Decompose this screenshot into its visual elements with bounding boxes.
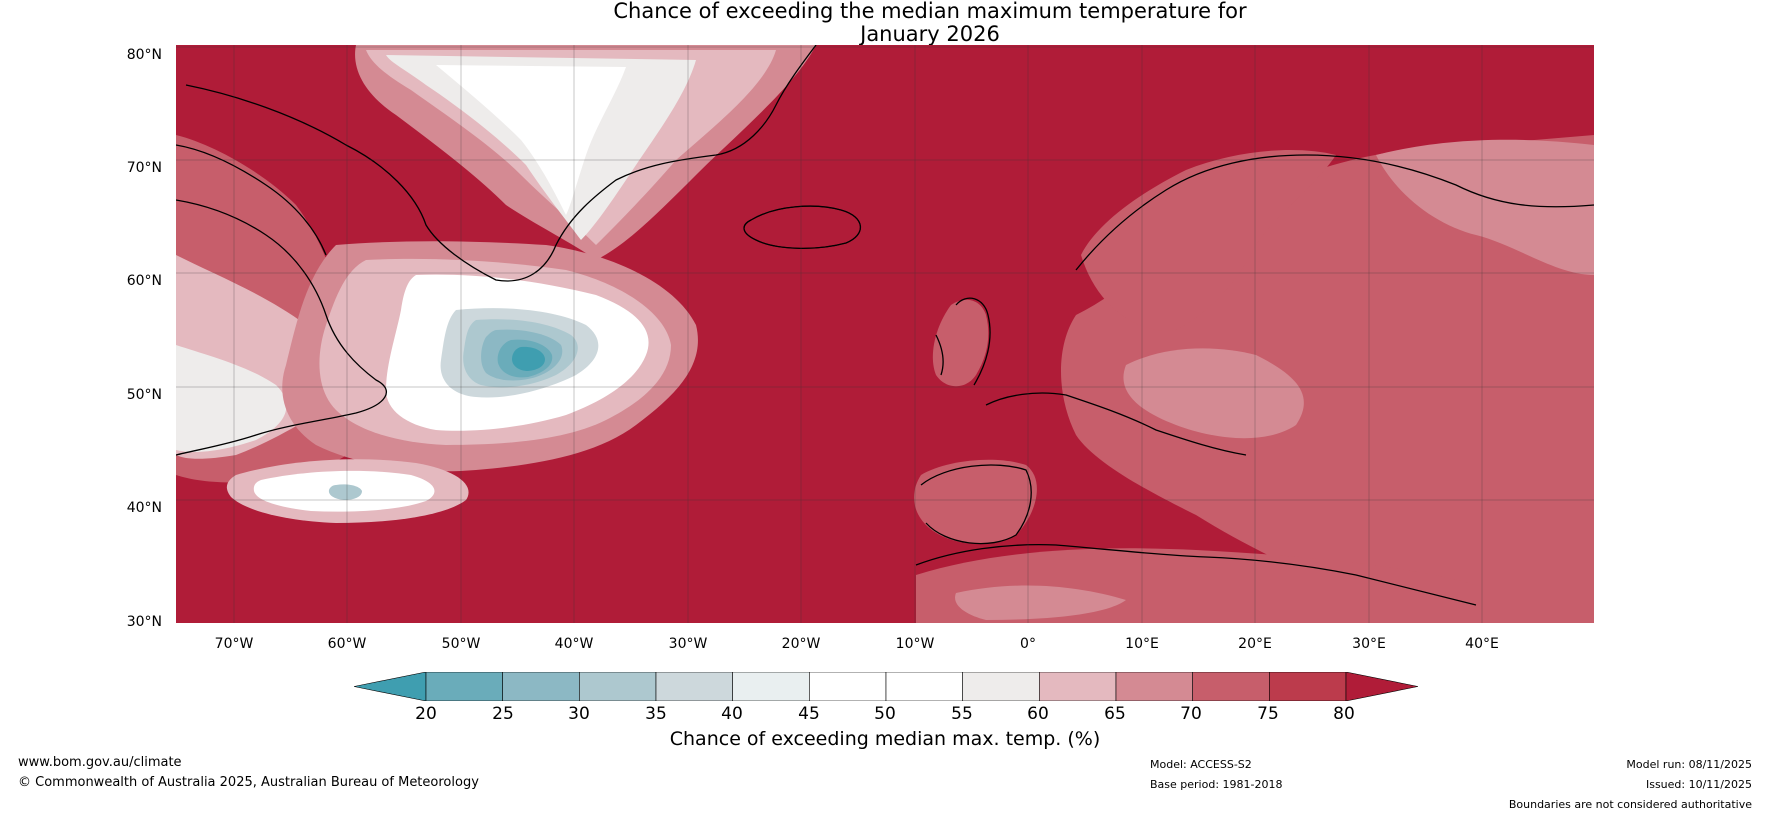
africa-light xyxy=(955,585,1126,620)
colorbar-segment xyxy=(732,672,810,701)
colorbar-tick-30: 30 xyxy=(568,704,590,724)
footer-model-run: Model run: 08/11/2025 xyxy=(1626,758,1752,771)
lon-label-70w: 70°W xyxy=(214,636,254,652)
north-america-white xyxy=(176,345,287,452)
lon-label-10e: 10°E xyxy=(1125,636,1159,652)
forecast-map xyxy=(176,45,1594,623)
greenland-coast xyxy=(185,45,817,282)
lon-label-20w: 20°W xyxy=(781,636,821,652)
colorbar-segment xyxy=(885,672,963,701)
colorbar-segment xyxy=(579,672,657,701)
footer-issued: Issued: 10/11/2025 xyxy=(1645,778,1752,791)
lon-label-20e: 20°E xyxy=(1238,636,1272,652)
colorbar-tick-80: 80 xyxy=(1333,704,1355,724)
lat-label-60n: 60°N xyxy=(126,273,162,289)
colorbar-label: Chance of exceeding median max. temp. (%… xyxy=(669,728,1101,750)
colorbar-tick-40: 40 xyxy=(721,704,743,724)
colorbar-segment xyxy=(655,672,733,701)
lon-label-10w: 10°W xyxy=(895,636,935,652)
lon-label-60w: 60°W xyxy=(327,636,367,652)
lon-label-30w: 30°W xyxy=(668,636,708,652)
colorbar-tick-75: 75 xyxy=(1257,704,1279,724)
greenland-core xyxy=(436,65,626,215)
colorbar-segment xyxy=(1039,672,1117,701)
colorbar-segment xyxy=(425,672,503,701)
colorbar-arrow-high xyxy=(1345,672,1418,701)
colorbar-tick-65: 65 xyxy=(1104,704,1126,724)
colorbar-tick-25: 25 xyxy=(492,704,514,724)
colorbar-tick-55: 55 xyxy=(951,704,973,724)
colorbar-segment xyxy=(1115,672,1193,701)
colorbar-tick-70: 70 xyxy=(1180,704,1202,724)
lat-label-70n: 70°N xyxy=(126,160,162,176)
central-europe-light xyxy=(1123,348,1304,439)
lat-label-80n: 80°N xyxy=(126,47,162,63)
atlantic-teal-20 xyxy=(512,346,545,371)
footer-website: www.bom.gov.au/climate xyxy=(18,755,182,770)
canada-coast xyxy=(176,144,388,456)
uk-land xyxy=(932,299,989,387)
colorbar-segment xyxy=(1192,672,1270,701)
lon-label-40w: 40°W xyxy=(554,636,594,652)
title-line-1: Chance of exceeding the median maximum t… xyxy=(613,0,1247,23)
colorbar-arrow-low xyxy=(354,672,427,701)
colorbar-segment xyxy=(962,672,1040,701)
footer-copyright: © Commonwealth of Australia 2025, Austra… xyxy=(18,775,479,790)
lon-label-50w: 50°W xyxy=(441,636,481,652)
footer-base-period: Base period: 1981-2018 xyxy=(1150,778,1283,791)
colorbar-segment xyxy=(809,672,887,701)
europe-coast xyxy=(920,154,1594,545)
iceland-coast xyxy=(743,205,862,249)
colorbar-tick-45: 45 xyxy=(798,704,820,724)
lat-label-40n: 40°N xyxy=(126,500,162,516)
colorbar-tick-60: 60 xyxy=(1027,704,1049,724)
lon-label-30e: 30°E xyxy=(1352,636,1386,652)
colorbar-tick-50: 50 xyxy=(874,704,896,724)
africa-coast xyxy=(915,544,1477,606)
graticule xyxy=(176,45,1594,623)
lat-label-30n: 30°N xyxy=(126,614,162,630)
colorbar xyxy=(354,672,1418,701)
lon-label-0: 0° xyxy=(1020,636,1036,652)
map-title: Chance of exceeding the median maximum t… xyxy=(0,0,1770,46)
colorbar-segment xyxy=(1269,672,1347,701)
map-canvas xyxy=(176,45,1594,623)
scandinavia-land xyxy=(1081,150,1336,331)
footer-model: Model: ACCESS-S2 xyxy=(1150,758,1252,771)
title-line-2: January 2026 xyxy=(860,22,1000,46)
colorbar-tick-20: 20 xyxy=(415,704,437,724)
lon-label-40e: 40°E xyxy=(1465,636,1499,652)
iberia-land xyxy=(914,459,1037,544)
footer-disclaimer: Boundaries are not considered authoritat… xyxy=(1508,798,1752,811)
europe-mid xyxy=(1376,139,1594,275)
lat-label-50n: 50°N xyxy=(126,387,162,403)
subtropical-teal xyxy=(328,484,362,500)
colorbar-segment xyxy=(502,672,580,701)
colorbar-tick-35: 35 xyxy=(645,704,667,724)
